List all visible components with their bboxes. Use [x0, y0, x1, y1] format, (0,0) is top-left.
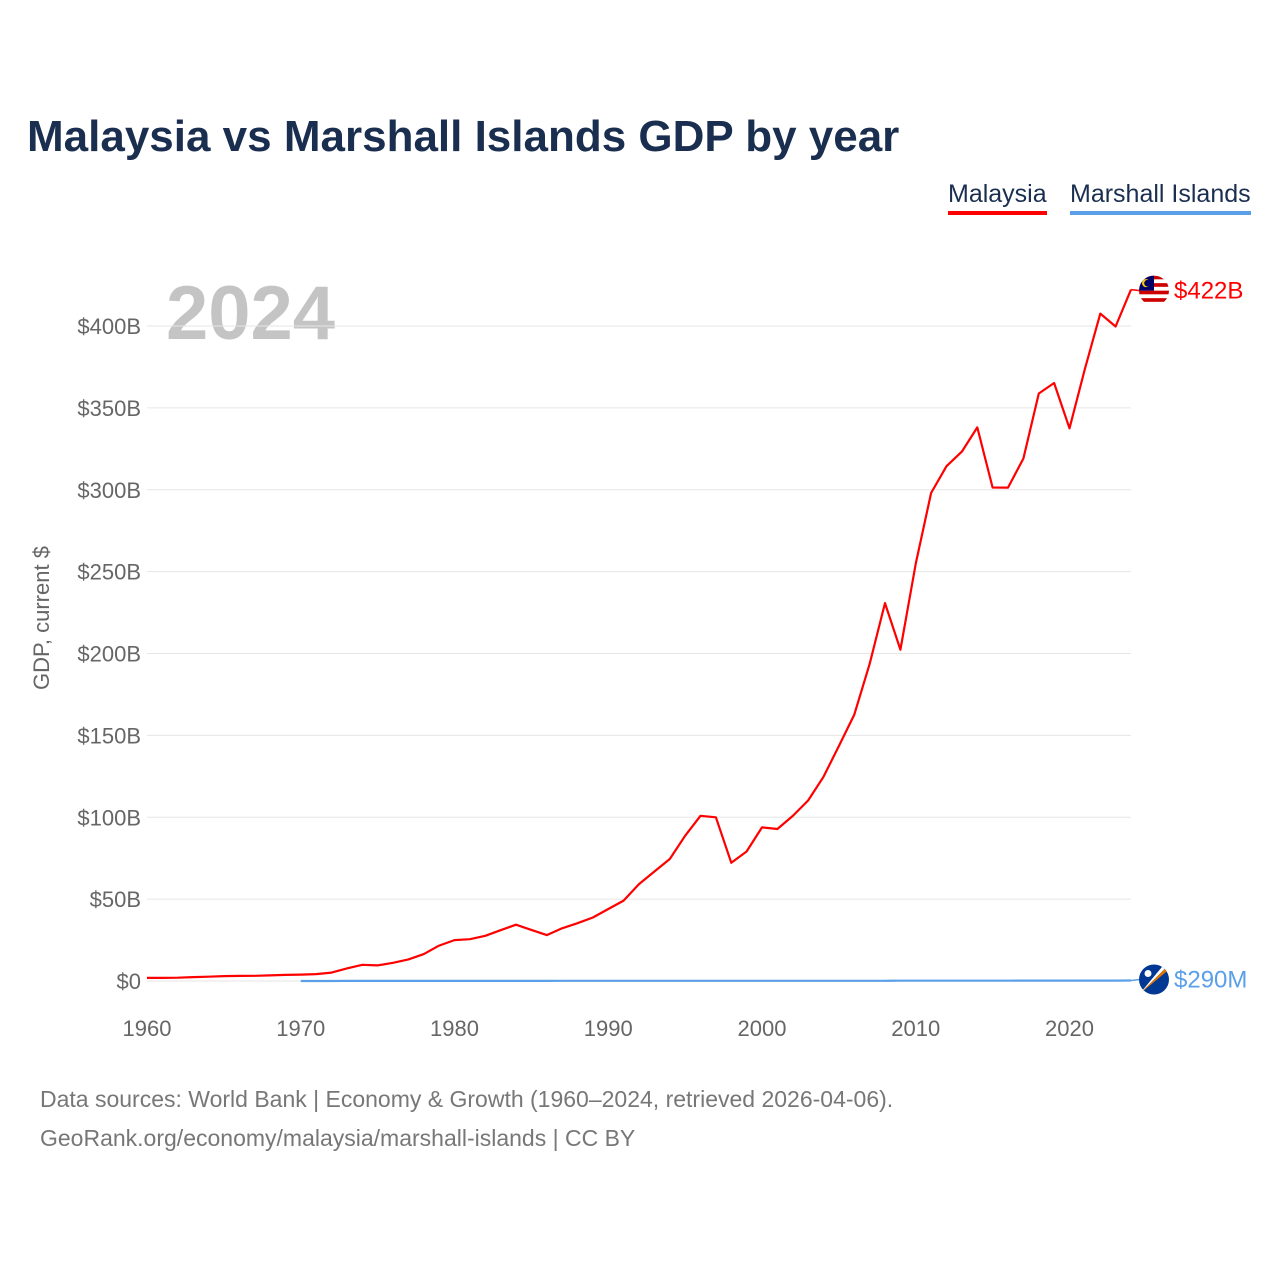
source-text: Data sources: World Bank | Economy & Gro… [40, 1086, 894, 1112]
y-tick-label: $50B [90, 887, 141, 912]
y-tick-label: $300B [77, 478, 141, 503]
end-connector [1130, 288, 1141, 292]
marshall-islands-flag-icon [1139, 964, 1169, 995]
flag-stripe [1139, 294, 1169, 299]
flag-body [1139, 275, 1169, 306]
flag-star [1144, 970, 1152, 978]
y-tick-label: $200B [77, 642, 141, 667]
legend-malaysia[interactable]: Malaysia [948, 180, 1047, 215]
y-tick-label: $150B [77, 723, 141, 748]
x-tick-label: 1990 [584, 1016, 633, 1041]
flag-stripe [1139, 301, 1169, 306]
flag-stripe [1139, 298, 1169, 302]
y-tick-label: $250B [77, 560, 141, 585]
y-tick-label: $0 [117, 969, 141, 994]
chart-title: Malaysia vs Marshall Islands GDP by year [27, 112, 900, 161]
x-tick-label: 1980 [430, 1016, 479, 1041]
series-line-marshall-islands [300, 979, 1132, 983]
flag-body [1139, 964, 1169, 995]
malaysia-flag-icon [1139, 275, 1169, 306]
end-value-label: $422B [1174, 278, 1243, 305]
flag-stripe [1139, 290, 1169, 295]
x-tick-label: 2020 [1045, 1016, 1094, 1041]
x-tick-label: 2000 [738, 1016, 787, 1041]
x-tick-label: 1970 [276, 1016, 325, 1041]
series-line-malaysia [147, 289, 1133, 980]
end-value-label: $290M [1174, 967, 1247, 994]
legend-marshall-islands[interactable]: Marshall Islands [1070, 180, 1251, 215]
flag-crescent-cut [1144, 279, 1151, 287]
flag-white-ray [1139, 964, 1169, 995]
year-label: 2024 [166, 271, 336, 356]
x-tick-label: 1960 [123, 1016, 172, 1041]
x-tick-label: 2010 [891, 1016, 940, 1041]
end-connector [1130, 978, 1141, 982]
y-tick-label: $350B [77, 396, 141, 421]
source-url[interactable]: GeoRank.org/economy/malaysia/marshall-is… [40, 1125, 636, 1151]
y-tick-label: $400B [77, 314, 141, 339]
y-tick-label: $100B [77, 805, 141, 830]
